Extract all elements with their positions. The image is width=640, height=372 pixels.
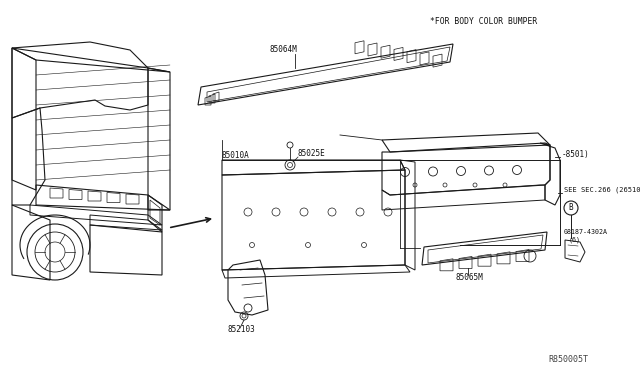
Text: 852103: 852103 <box>227 326 255 334</box>
Text: 85065M: 85065M <box>455 273 483 282</box>
Text: 85025E: 85025E <box>298 150 326 158</box>
Text: (6): (6) <box>569 237 581 243</box>
Text: 08187-4302A: 08187-4302A <box>564 229 608 235</box>
Text: SEE SEC.266 (26510N): SEE SEC.266 (26510N) <box>564 187 640 193</box>
Text: R850005T: R850005T <box>548 356 588 365</box>
Text: *FOR BODY COLOR BUMPER: *FOR BODY COLOR BUMPER <box>430 17 537 26</box>
Text: -8501): -8501) <box>562 151 589 160</box>
Text: 85064M: 85064M <box>270 45 298 55</box>
Text: 85010A: 85010A <box>222 151 250 160</box>
Text: B: B <box>569 203 573 212</box>
